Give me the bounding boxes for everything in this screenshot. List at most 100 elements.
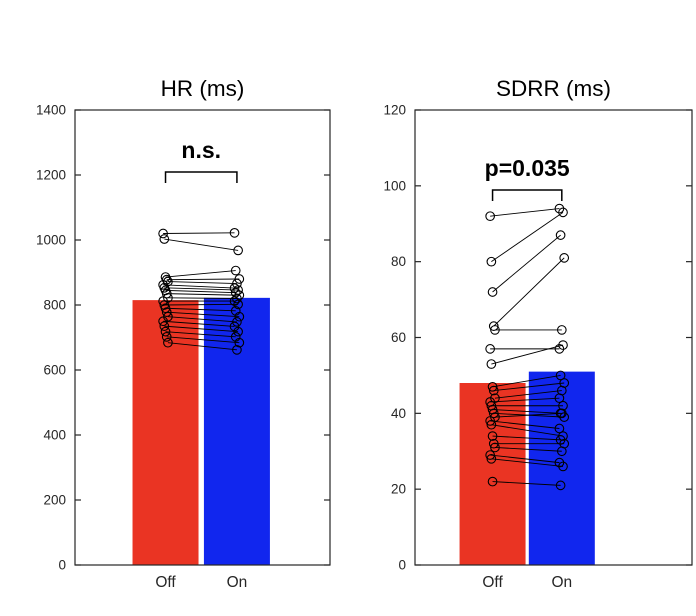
- pair-line: [166, 336, 240, 344]
- data-point-on: [233, 326, 243, 337]
- data-point-off: [487, 476, 498, 487]
- pair-line: [494, 447, 562, 452]
- data-point-off: [487, 287, 498, 297]
- data-point-on: [232, 317, 242, 327]
- y-tick-label: 0: [58, 558, 66, 573]
- axes-box: [74, 109, 331, 566]
- pair-line: [164, 303, 239, 306]
- data-point-off: [159, 321, 170, 331]
- data-point-off: [158, 296, 168, 306]
- x-category-label: On: [227, 574, 248, 591]
- pair-line: [490, 208, 560, 217]
- bar-on: [203, 297, 270, 565]
- y-tick-label: 1400: [36, 103, 66, 118]
- data-point-off: [485, 344, 496, 354]
- data-point-off: [485, 450, 496, 460]
- data-point-on: [559, 253, 570, 263]
- data-point-on: [233, 245, 243, 256]
- data-point-off: [486, 453, 497, 464]
- y-tick-label: 400: [43, 428, 66, 443]
- pair-line: [165, 289, 236, 294]
- data-point-on: [229, 296, 240, 306]
- data-point-on: [556, 325, 567, 335]
- data-point-off: [486, 256, 497, 267]
- data-point-on: [558, 461, 568, 472]
- pair-line: [165, 331, 236, 338]
- pair-line: [166, 311, 240, 318]
- data-point-on: [234, 311, 245, 322]
- data-point-off: [485, 416, 496, 426]
- paired-points: [158, 228, 245, 355]
- x-category-label: Off: [482, 574, 503, 591]
- y-axis: 0 200 400 600 800 1000 1200 1400: [36, 103, 330, 573]
- data-point-on: [558, 207, 568, 218]
- pair-line: [491, 458, 564, 467]
- data-point-on: [558, 340, 568, 350]
- data-point-off: [163, 337, 173, 348]
- y-tick-label: 200: [43, 493, 66, 508]
- data-point-on: [229, 321, 240, 332]
- panel-title: SDRR (ms): [496, 76, 611, 101]
- pair-line: [167, 316, 237, 323]
- pair-line: [494, 412, 562, 418]
- data-point-off: [160, 326, 171, 337]
- bar-off: [132, 300, 199, 565]
- significance-label: n.s.: [181, 137, 221, 163]
- data-point-on: [555, 230, 566, 240]
- pair-line: [491, 424, 564, 437]
- pair-line: [167, 281, 237, 284]
- pair-line: [164, 238, 239, 251]
- data-point-on: [229, 228, 240, 238]
- data-point-off: [488, 321, 499, 331]
- pair-line: [164, 325, 239, 333]
- pair-line: [494, 390, 562, 399]
- data-point-off: [485, 211, 496, 222]
- panel-hr: 0 200 400 600 800 1000 1200 1400 Off On n.s. HR (ms…: [36, 76, 331, 591]
- bar-on: [528, 371, 595, 565]
- data-point-on: [556, 446, 567, 457]
- data-point-off: [486, 419, 497, 430]
- data-point-on: [234, 290, 245, 301]
- pair-line: [167, 342, 237, 351]
- data-point-on: [230, 265, 241, 276]
- pair-line: [164, 287, 239, 291]
- y-tick-label: 0: [398, 558, 406, 573]
- data-point-off: [159, 234, 170, 244]
- data-point-on: [232, 293, 242, 304]
- y-axis: 0 20 40 60 80 100 120: [383, 103, 692, 573]
- y-tick-label: 60: [391, 330, 406, 345]
- significance-bracket: [491, 189, 563, 201]
- y-tick-label: 1200: [36, 168, 66, 183]
- data-point-off: [161, 307, 172, 318]
- panel-sdrr: 0 20 40 60 80 100 120 Off On p=0.035 SDRR (ms): [383, 76, 693, 591]
- pair-line: [167, 297, 237, 299]
- pair-line: [165, 307, 236, 312]
- pair-line: [492, 481, 561, 486]
- data-point-on: [232, 345, 242, 355]
- data-point-on: [233, 299, 243, 310]
- significance-label: p=0.035: [485, 155, 570, 181]
- data-point-off: [490, 325, 500, 335]
- data-point-off: [161, 332, 172, 342]
- data-point-off: [488, 438, 499, 449]
- data-point-on: [555, 480, 566, 491]
- data-point-on: [554, 393, 565, 404]
- y-tick-label: 100: [383, 178, 406, 193]
- data-point-on: [234, 274, 245, 284]
- data-point-off: [488, 385, 499, 396]
- x-category-label: Off: [155, 574, 176, 591]
- data-point-off: [158, 316, 168, 327]
- data-point-off: [487, 431, 498, 441]
- data-point-on: [234, 337, 245, 348]
- pair-line: [166, 293, 240, 296]
- pair-line: [165, 270, 236, 278]
- pair-line: [163, 232, 235, 234]
- y-tick-label: 40: [391, 406, 406, 421]
- pair-line: [163, 284, 235, 289]
- y-tick-label: 1000: [36, 233, 66, 248]
- y-tick-label: 800: [43, 298, 66, 313]
- data-point-on: [555, 370, 566, 381]
- pair-line: [492, 435, 561, 441]
- paired-points: [485, 203, 570, 491]
- data-point-off: [486, 359, 497, 369]
